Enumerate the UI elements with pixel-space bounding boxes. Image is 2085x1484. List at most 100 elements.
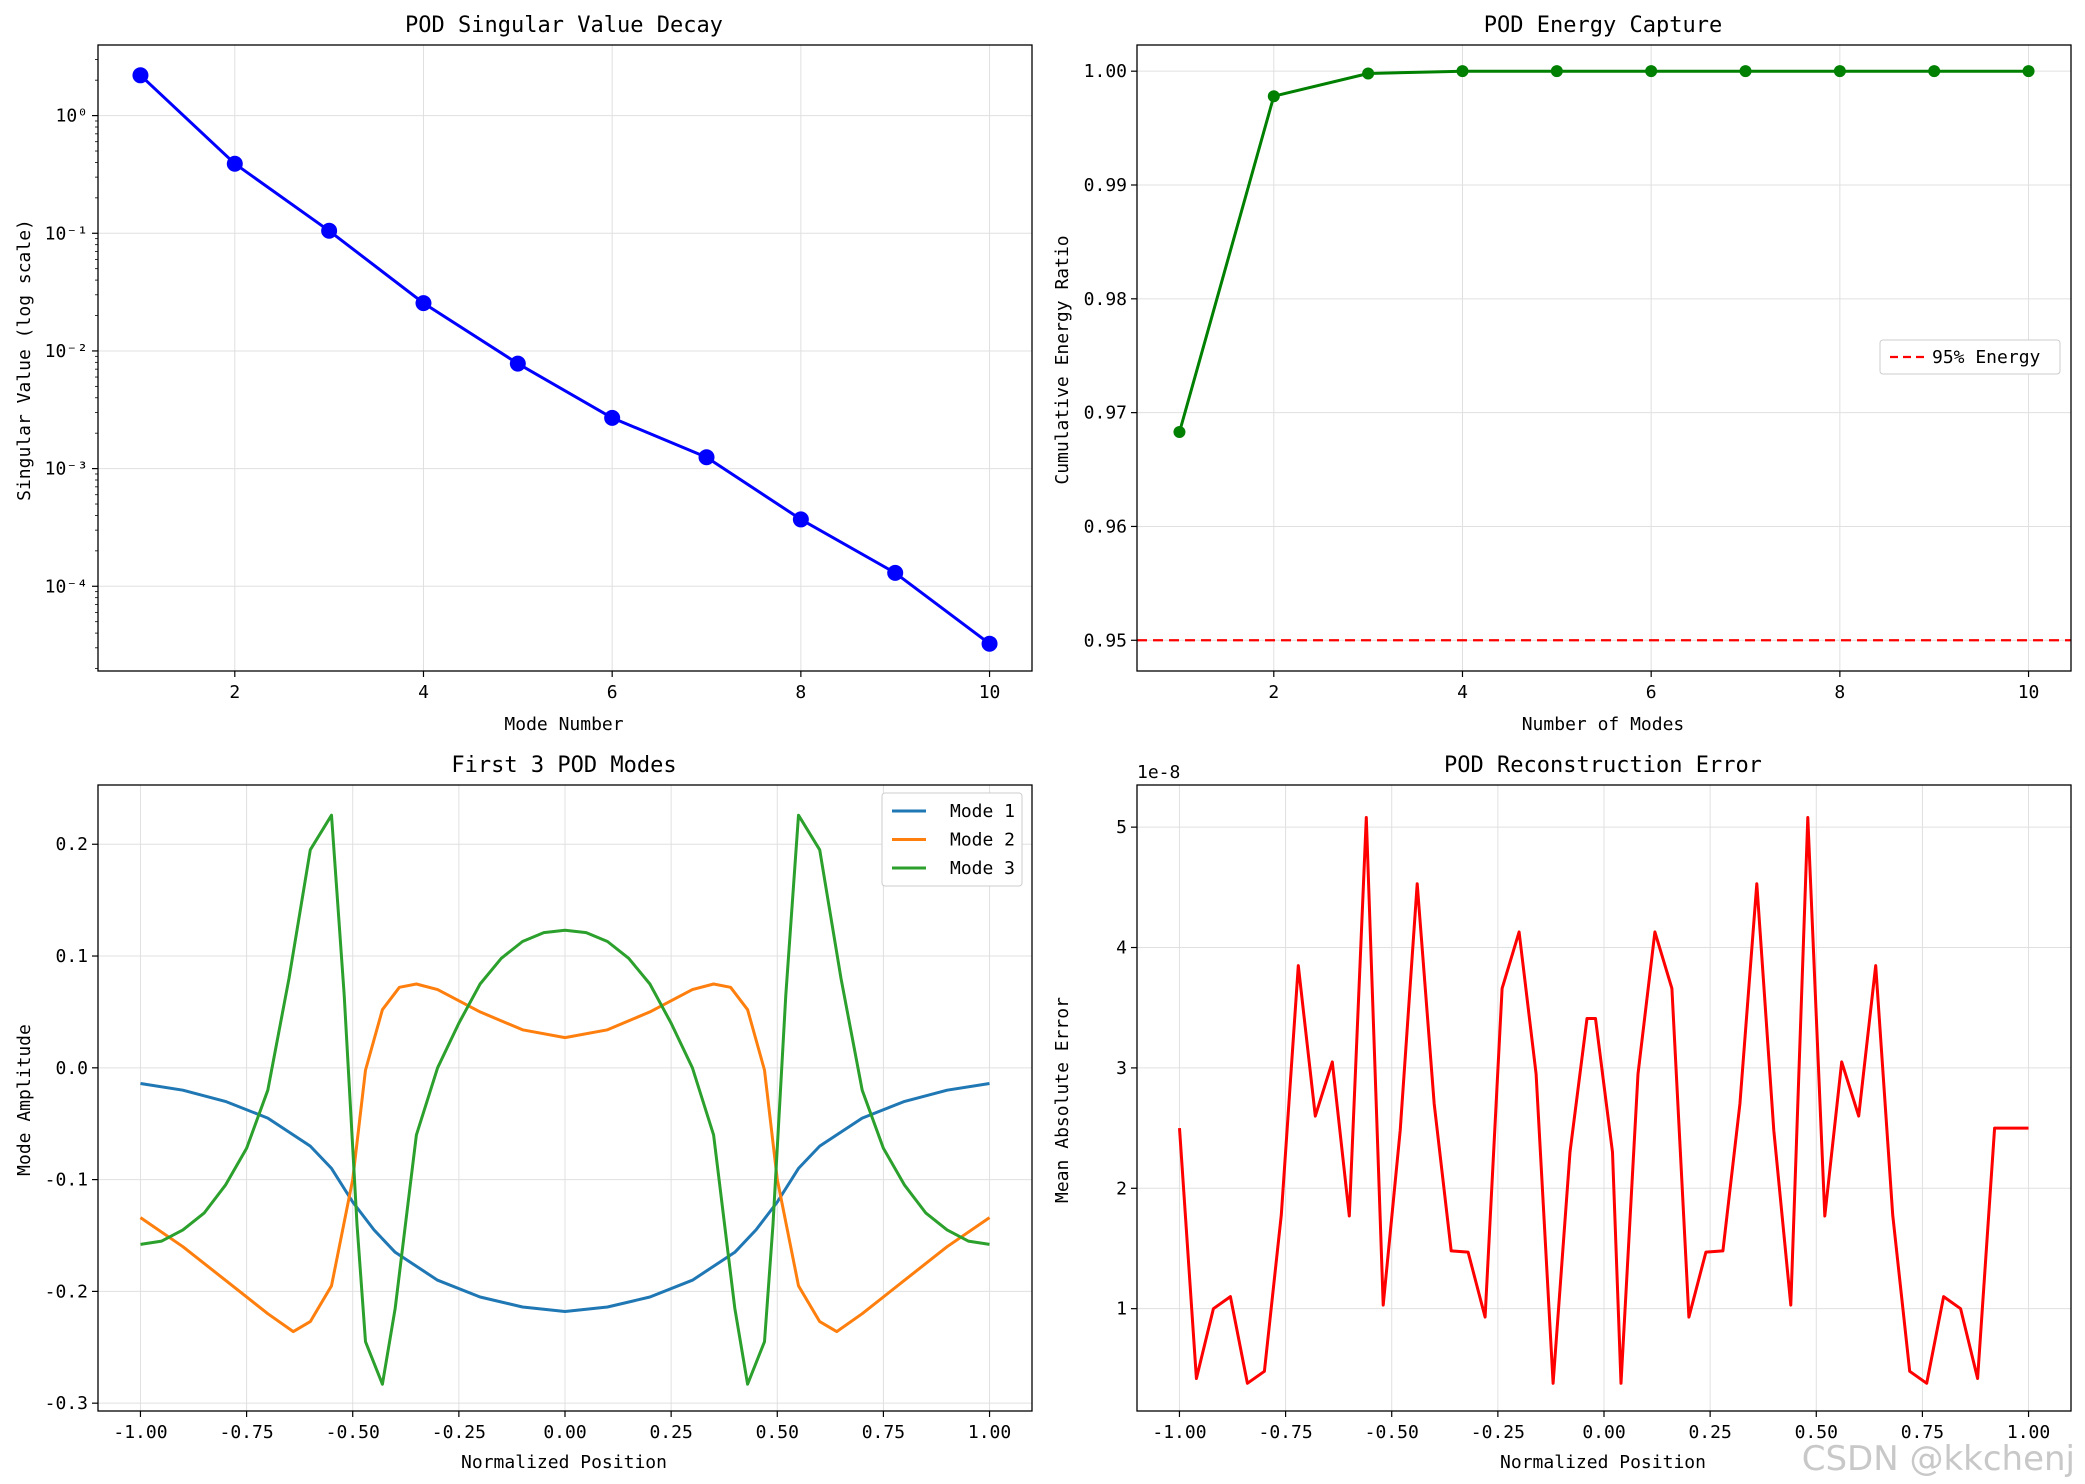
x-tick-label: 1.00: [2007, 1422, 2050, 1443]
data-point: [1362, 67, 1375, 80]
x-tick-label: 2: [229, 682, 240, 703]
x-tick-label: -0.50: [326, 1422, 380, 1443]
legend-label: Mode 2: [950, 830, 1015, 851]
data-point: [887, 564, 904, 581]
plot-frame: [1136, 44, 2072, 672]
x-axis-label: Mode Number: [504, 714, 623, 735]
x-axis-label: Normalized Position: [461, 1452, 667, 1473]
y-tick-label: 10⁻¹: [45, 223, 88, 244]
y-tick-label: 0.99: [1084, 175, 1127, 196]
x-tick-label: 10: [979, 682, 1001, 703]
chart-title: First 3 POD Modes: [451, 753, 676, 778]
y-tick-label: 0.98: [1084, 289, 1127, 310]
x-tick-label: 8: [795, 682, 806, 703]
y-tick-label: -0.2: [45, 1281, 88, 1302]
x-tick-label: 4: [418, 682, 429, 703]
data-point: [981, 635, 998, 652]
y-tick-label: 0.2: [55, 834, 88, 855]
data-point: [321, 222, 338, 239]
y-axis-label: Cumulative Energy Ratio: [1052, 235, 1073, 484]
y-tick-label: 4: [1116, 938, 1127, 959]
legend-box: [881, 792, 1023, 887]
data-point: [604, 409, 621, 426]
plot-frame: [97, 44, 1033, 672]
data-point: [1833, 65, 1846, 78]
y-tick-label: 5: [1116, 817, 1127, 838]
chart-singular-value-decay: POD Singular Value Decay Mode Number Sin…: [14, 13, 1033, 735]
y-tick-label: 0.97: [1084, 403, 1127, 424]
x-tick-label: -1.00: [113, 1422, 167, 1443]
x-axis-label: Number of Modes: [1522, 714, 1685, 735]
plot-frame: [1136, 784, 2072, 1412]
y-tick-label: 1.00: [1084, 61, 1127, 82]
chart-title: POD Singular Value Decay: [405, 13, 723, 38]
y-tick-label: 10⁰: [55, 106, 88, 127]
data-point: [1550, 65, 1563, 78]
x-tick-label: 2: [1268, 682, 1279, 703]
x-tick-label: -1.00: [1152, 1422, 1206, 1443]
x-tick-label: 0.25: [649, 1422, 692, 1443]
chart-title: POD Reconstruction Error: [1444, 753, 1762, 778]
y-tick-label: 1: [1116, 1299, 1127, 1320]
chart-energy-capture: POD Energy Capture Number of Modes Cumul…: [1052, 13, 2072, 735]
x-tick-label: 10: [2018, 682, 2040, 703]
x-tick-label: -0.25: [1471, 1422, 1525, 1443]
data-point: [1456, 65, 1469, 78]
y-tick-label: 0.95: [1084, 630, 1127, 651]
x-tick-label: -0.50: [1365, 1422, 1419, 1443]
data-point: [226, 155, 243, 172]
chart-title: POD Energy Capture: [1484, 13, 1722, 38]
series-line: [139, 74, 991, 645]
series-line: [139, 982, 991, 1334]
data-point: [1739, 65, 1752, 78]
y-tick-label: -0.1: [45, 1170, 88, 1191]
data-point: [698, 449, 715, 466]
x-tick-label: 0.75: [1901, 1422, 1944, 1443]
x-tick-label: 0.75: [862, 1422, 905, 1443]
x-tick-label: 1.00: [968, 1422, 1011, 1443]
x-tick-label: 8: [1834, 682, 1845, 703]
data-point: [1645, 65, 1658, 78]
x-tick-label: 0.50: [1795, 1422, 1838, 1443]
y-tick-label: 10⁻²: [45, 341, 88, 362]
x-tick-label: -0.75: [1258, 1422, 1312, 1443]
y-offset-label: 1e-8: [1137, 762, 1180, 783]
watermark: CSDN @kkchenj: [1802, 1439, 2075, 1479]
y-tick-label: 3: [1116, 1058, 1127, 1079]
plot-frame: [97, 784, 1033, 1412]
data-point: [2022, 65, 2035, 78]
x-tick-label: 6: [607, 682, 618, 703]
data-point: [1928, 65, 1941, 78]
series-line: [1178, 69, 2029, 433]
legend: Mode 1 Mode 2 Mode 3: [881, 792, 1023, 887]
x-tick-label: 0.50: [756, 1422, 799, 1443]
data-point: [415, 295, 432, 312]
series-line: [140, 813, 990, 1386]
data-point: [1267, 90, 1280, 103]
y-tick-label: 10⁻⁴: [45, 576, 88, 597]
x-tick-label: 4: [1457, 682, 1468, 703]
y-tick-label: 0.0: [55, 1058, 88, 1079]
y-tick-label: 2: [1116, 1178, 1127, 1199]
x-tick-label: -0.75: [219, 1422, 273, 1443]
series-line: [140, 1082, 990, 1313]
chart-reconstruction-error: POD Reconstruction Error Normalized Posi…: [1052, 753, 2072, 1473]
y-axis-label: Mode Amplitude: [14, 1024, 35, 1176]
series-line: [1178, 816, 2029, 1385]
data-point: [792, 511, 809, 528]
legend-box: [1879, 339, 2061, 375]
x-tick-label: 0.00: [1582, 1422, 1625, 1443]
y-tick-label: 0.96: [1084, 516, 1127, 537]
data-point: [509, 355, 526, 372]
x-tick-label: 0.25: [1688, 1422, 1731, 1443]
data-point: [132, 67, 149, 84]
y-tick-label: 10⁻³: [45, 459, 88, 480]
data-point: [1173, 425, 1186, 438]
x-tick-label: -0.25: [432, 1422, 486, 1443]
x-axis-label: Normalized Position: [1500, 1452, 1706, 1473]
y-tick-label: -0.3: [45, 1393, 88, 1414]
x-tick-label: 6: [1646, 682, 1657, 703]
y-tick-label: 0.1: [55, 946, 88, 967]
legend-label: Mode 3: [950, 858, 1015, 879]
